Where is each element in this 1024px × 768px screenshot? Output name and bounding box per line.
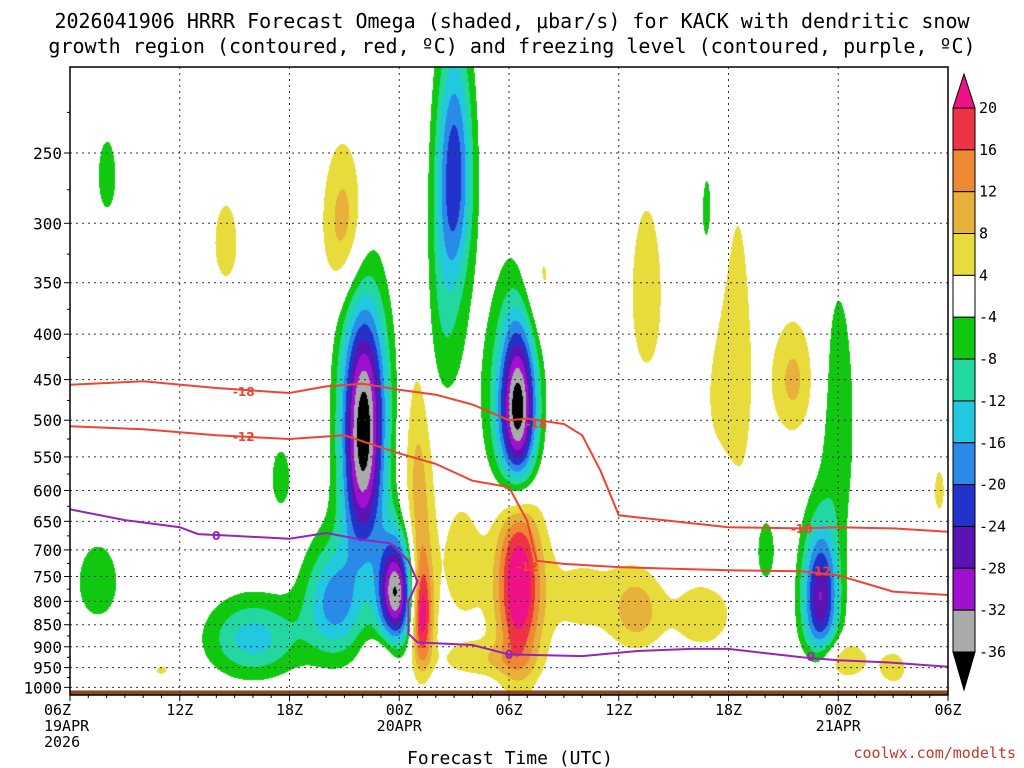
colorbar-under-triangle	[952, 651, 976, 692]
contour-label-0-2: 0	[807, 650, 815, 664]
x-tick-label-6-0: 18Z	[715, 701, 742, 719]
contour-label--12-2: -12	[809, 564, 831, 578]
colorbar-label--28: -28	[979, 559, 1006, 577]
x-tick-label-1-0: 12Z	[166, 701, 193, 719]
contour-label-0-1: 0	[505, 648, 513, 662]
colorbar-label-20: 20	[979, 99, 997, 117]
x-tick-label-4-0: 06Z	[495, 701, 522, 719]
x-tick-label-8-0: 06Z	[934, 701, 961, 719]
colorbar-segment-8-12	[952, 191, 976, 235]
x-axis-label: Forecast Time (UTC)	[407, 748, 613, 768]
contour-label--12-1: -12	[516, 560, 538, 574]
chart-title-line-2: growth region (contoured, red, ºC) and f…	[48, 34, 975, 58]
x-tick-label-0-1: 19APR	[44, 717, 90, 735]
y-tick-label-400: 400	[33, 325, 62, 344]
x-tick-label-2-0: 18Z	[276, 701, 303, 719]
colorbar-over-triangle	[952, 72, 976, 109]
plot-area: -18 -18 -18 -12 -12 -12 0 0 0	[69, 66, 949, 696]
colorbar-label-4: 4	[979, 266, 988, 284]
credit-text[interactable]: coolwx.com/modelts	[853, 744, 1016, 762]
contour-line-0	[70, 508, 948, 668]
y-tick-label-550: 550	[33, 448, 62, 467]
colorbar-label--8: -8	[979, 350, 997, 368]
x-tick-label-3-1: 20APR	[377, 717, 423, 735]
y-tick-label-700: 700	[33, 541, 62, 560]
chart-title-line-1: 2026041906 HRRR Forecast Omega (shaded, …	[54, 9, 970, 33]
x-tick-label-7-1: 21APR	[816, 717, 862, 735]
contour-label-0-0: 0	[212, 529, 220, 543]
colorbar: 20 16 12 8 4 -4 -8 -12 -16 -20 -24 -28 -32 -36	[952, 72, 1006, 692]
y-tick-label-850: 850	[33, 616, 62, 635]
temperature-contours: -18 -18 -18 -12 -12 -12 0 0 0	[70, 380, 948, 668]
x-tick-label-0-2: 2026	[44, 733, 80, 751]
colorbar-segment--16--12	[952, 400, 976, 444]
y-tick-label-450: 450	[33, 371, 62, 390]
y-axis: 250 300 350 400 450 500 550 600 650 700 750 800 850 9…	[23, 111, 70, 697]
colorbar-label--16: -16	[979, 434, 1006, 452]
grid	[70, 67, 948, 695]
y-tick-label-650: 650	[33, 512, 62, 531]
y-tick-label-500: 500	[33, 411, 62, 430]
y-tick-label-1000: 1000	[23, 678, 62, 697]
contour-label--12-0: -12	[233, 430, 255, 444]
colorbar-segment-4-8	[952, 233, 976, 276]
y-tick-label-350: 350	[33, 274, 62, 293]
y-tick-label-900: 900	[33, 638, 62, 657]
contour-label--18-0: -18	[233, 385, 255, 399]
colorbar-label--36: -36	[979, 643, 1006, 661]
x-tick-label-7-0: 00Z	[825, 701, 852, 719]
colorbar-segment--28--24	[952, 525, 976, 569]
colorbar-segment--36--32	[952, 609, 976, 653]
y-tick-label-750: 750	[33, 567, 62, 586]
contour-label--18-2: -18	[791, 522, 813, 536]
colorbar-label--20: -20	[979, 476, 1006, 494]
colorbar-segment--32--28	[952, 567, 976, 611]
colorbar-segment--24--20	[952, 484, 976, 527]
y-tick-label-250: 250	[33, 144, 62, 163]
y-tick-label-300: 300	[33, 214, 62, 233]
colorbar-label-12: 12	[979, 183, 997, 201]
colorbar-label--12: -12	[979, 392, 1006, 410]
colorbar-segment--20--16	[952, 442, 976, 486]
x-tick-label-3-0: 00Z	[386, 701, 413, 719]
colorbar-segment-16-20	[952, 107, 976, 151]
contour-label--18-1: -18	[526, 417, 548, 431]
colorbar-segment--8--4	[952, 316, 976, 360]
colorbar-label-8: 8	[979, 225, 988, 243]
colorbar-label--4: -4	[979, 308, 997, 326]
colorbar-segment-12-16	[952, 149, 976, 193]
y-tick-label-950: 950	[33, 659, 62, 678]
colorbar-segment--12--8	[952, 358, 976, 402]
contour-line--12	[70, 425, 948, 596]
x-tick-label-0-0: 06Z	[44, 701, 71, 719]
colorbar-label-16: 16	[979, 141, 997, 159]
colorbar-label--24: -24	[979, 517, 1006, 535]
colorbar-label--32: -32	[979, 601, 1006, 619]
y-tick-label-800: 800	[33, 592, 62, 611]
x-tick-label-5-0: 12Z	[605, 701, 632, 719]
y-tick-label-600: 600	[33, 481, 62, 500]
contour-line--18	[70, 380, 948, 533]
colorbar-segment--4-4	[952, 274, 976, 318]
